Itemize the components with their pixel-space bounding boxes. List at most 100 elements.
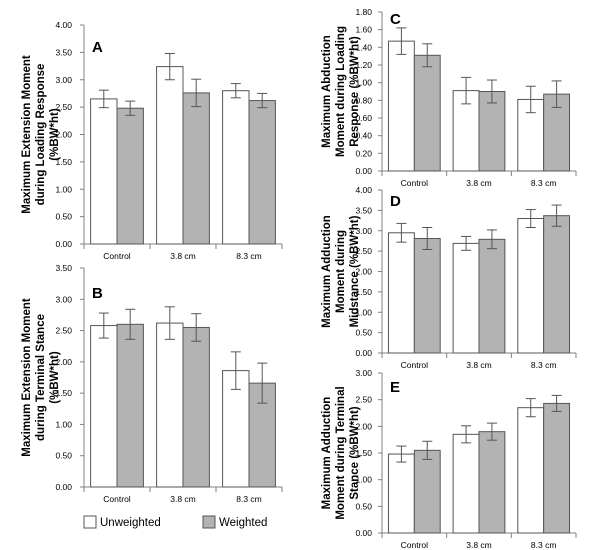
x-tick-label: Control (103, 494, 131, 504)
y-tick-label: 2.00 (355, 267, 372, 277)
y-tick-label: 0.50 (355, 328, 372, 338)
chart-panel-b: 0.00 0.50 1.00 1.50 2.00 2.50 3.00 3.50 Control 3… (21, 263, 283, 504)
y-tick-label: 1.00 (355, 307, 372, 317)
chart-panel-a: 0.00 0.50 1.00 1.50 2.00 2.50 3.00 3.50 4.00 Cont… (21, 20, 283, 261)
legend-swatch-unweighted (83, 515, 97, 529)
y-tick-label: 2.50 (355, 395, 372, 405)
y-tick-label: 2.50 (55, 326, 72, 336)
y-tick-label: 0.50 (55, 451, 72, 461)
y-tick-label: 1.80 (355, 7, 372, 17)
legend-label-unweighted: Unweighted (100, 517, 161, 529)
y-axis-label-line: (%BW*ht) (49, 108, 61, 161)
y-tick-label: 3.00 (355, 368, 372, 378)
x-tick-label: Control (401, 540, 429, 550)
x-tick-label: 8.3 cm (236, 251, 262, 261)
y-axis-label-line: Maximum Adduction (321, 215, 333, 328)
bar-unweighted-2 (156, 322, 184, 488)
legend-swatch-weighted (202, 515, 216, 529)
bar-weighted-2 (478, 91, 506, 172)
x-tick-label: Control (103, 251, 131, 261)
y-axis-label-line: Midstance (%BW*ht) (349, 215, 361, 327)
bar-weighted-3 (248, 100, 276, 245)
chart-panel-d: 0.00 0.50 1.00 1.50 2.00 2.50 3.00 3.50 4.00 Cont… (321, 185, 577, 370)
bar-weighted-1 (413, 449, 441, 534)
x-tick-label: 3.8 cm (170, 251, 196, 261)
y-axis-label-line: Stance (%BW*ht) (349, 406, 361, 499)
y-tick-label: 1.40 (355, 42, 372, 52)
y-tick-label: 1.50 (355, 448, 372, 458)
y-tick-label: 0.50 (355, 501, 372, 511)
y-tick-label: 2.00 (355, 421, 372, 431)
y-tick-label: 1.00 (55, 419, 72, 429)
y-tick-label: 0.00 (55, 482, 72, 492)
x-tick-label: Control (401, 360, 429, 370)
bar-unweighted-3 (222, 90, 250, 245)
chart-panel-e: 0.00 0.50 1.00 1.50 2.00 2.50 3.00 Control 3.8 c… (321, 368, 577, 550)
y-tick-label: 1.50 (355, 287, 372, 297)
y-tick-label: 4.00 (355, 185, 372, 195)
panel-label: D (390, 193, 401, 210)
y-tick-label: 3.00 (55, 75, 72, 85)
y-tick-label: 0.00 (355, 166, 372, 176)
y-axis-label-line: Moment during Terminal (335, 386, 347, 519)
chart-panels: 0.00 0.50 1.00 1.50 2.00 2.50 3.00 3.50 4.00 Cont… (21, 7, 577, 550)
bar-weighted-2 (182, 92, 210, 245)
x-tick-label: 8.3 cm (531, 178, 557, 188)
y-axis-label: Maximum Extension Moment during Terminal … (21, 298, 61, 457)
y-axis-label-line: Maximum Extension Moment (21, 298, 33, 457)
bar-weighted-3 (543, 402, 571, 534)
y-tick-label: 2.50 (55, 102, 72, 112)
chart-panel-c: 0.00 0.20 0.40 0.60 0.80 1.00 1.20 1.40 1.60 1.80… (321, 7, 577, 188)
panel-label: A (92, 39, 103, 56)
legend-label-weighted: Weighted (219, 517, 267, 529)
y-tick-label: 2.00 (55, 130, 72, 140)
y-axis-label-line: Response (%BW*ht) (349, 36, 361, 147)
y-tick-label: 3.00 (355, 226, 372, 236)
x-tick-label: 3.8 cm (466, 178, 492, 188)
y-tick-label: 3.50 (55, 263, 72, 273)
y-tick-label: 0.80 (355, 95, 372, 105)
x-tick-label: 3.8 cm (170, 494, 196, 504)
x-tick-label: 3.8 cm (466, 540, 492, 550)
y-tick-label: 3.50 (355, 205, 372, 215)
y-tick-label: 0.60 (355, 113, 372, 123)
bar-unweighted-2 (452, 433, 480, 534)
bar-unweighted-2 (452, 242, 480, 354)
y-tick-label: 0.50 (55, 212, 72, 222)
bar-weighted-1 (413, 54, 441, 172)
legend: Unweighted Weighted (83, 515, 267, 529)
y-tick-label: 1.60 (355, 25, 372, 35)
y-tick-label: 0.00 (55, 239, 72, 249)
y-axis-label-line: Maximum Adduction (321, 397, 333, 510)
y-tick-label: 2.50 (355, 246, 372, 256)
y-axis-label-line: Maximum Extension Moment (21, 55, 33, 214)
bar-weighted-2 (478, 238, 506, 354)
y-tick-label: 4.00 (55, 20, 72, 30)
y-tick-label: 1.00 (355, 78, 372, 88)
y-axis-label-line: Moment during Loading (335, 26, 347, 157)
y-axis-label: Maximum Extension Moment during Loading R… (21, 55, 61, 214)
x-tick-label: 8.3 cm (531, 540, 557, 550)
bar-unweighted-1 (387, 40, 415, 172)
y-axis-label-line: Moment during (335, 230, 347, 313)
x-tick-label: 3.8 cm (466, 360, 492, 370)
bar-unweighted-3 (517, 218, 545, 354)
y-tick-label: 0.40 (355, 131, 372, 141)
bar-weighted-1 (116, 323, 144, 488)
panel-label: E (390, 379, 400, 396)
y-tick-label: 0.20 (355, 148, 372, 158)
y-tick-label: 1.00 (55, 184, 72, 194)
panel-label: B (92, 285, 103, 302)
y-tick-label: 1.50 (55, 157, 72, 167)
y-tick-label: 2.00 (55, 357, 72, 367)
x-tick-label: Control (401, 178, 429, 188)
bar-weighted-2 (182, 326, 210, 488)
bar-unweighted-3 (517, 407, 545, 534)
y-tick-label: 0.00 (355, 528, 372, 538)
y-axis-label: Maximum Abduction Moment during Loading Re… (321, 26, 361, 157)
y-tick-label: 0.00 (355, 348, 372, 358)
y-tick-label: 3.50 (55, 47, 72, 57)
y-axis-label: Maximum Adduction Moment during Terminal S… (321, 386, 361, 519)
y-axis-label-line: during Terminal Stance (35, 314, 47, 441)
x-tick-label: 8.3 cm (236, 494, 262, 504)
